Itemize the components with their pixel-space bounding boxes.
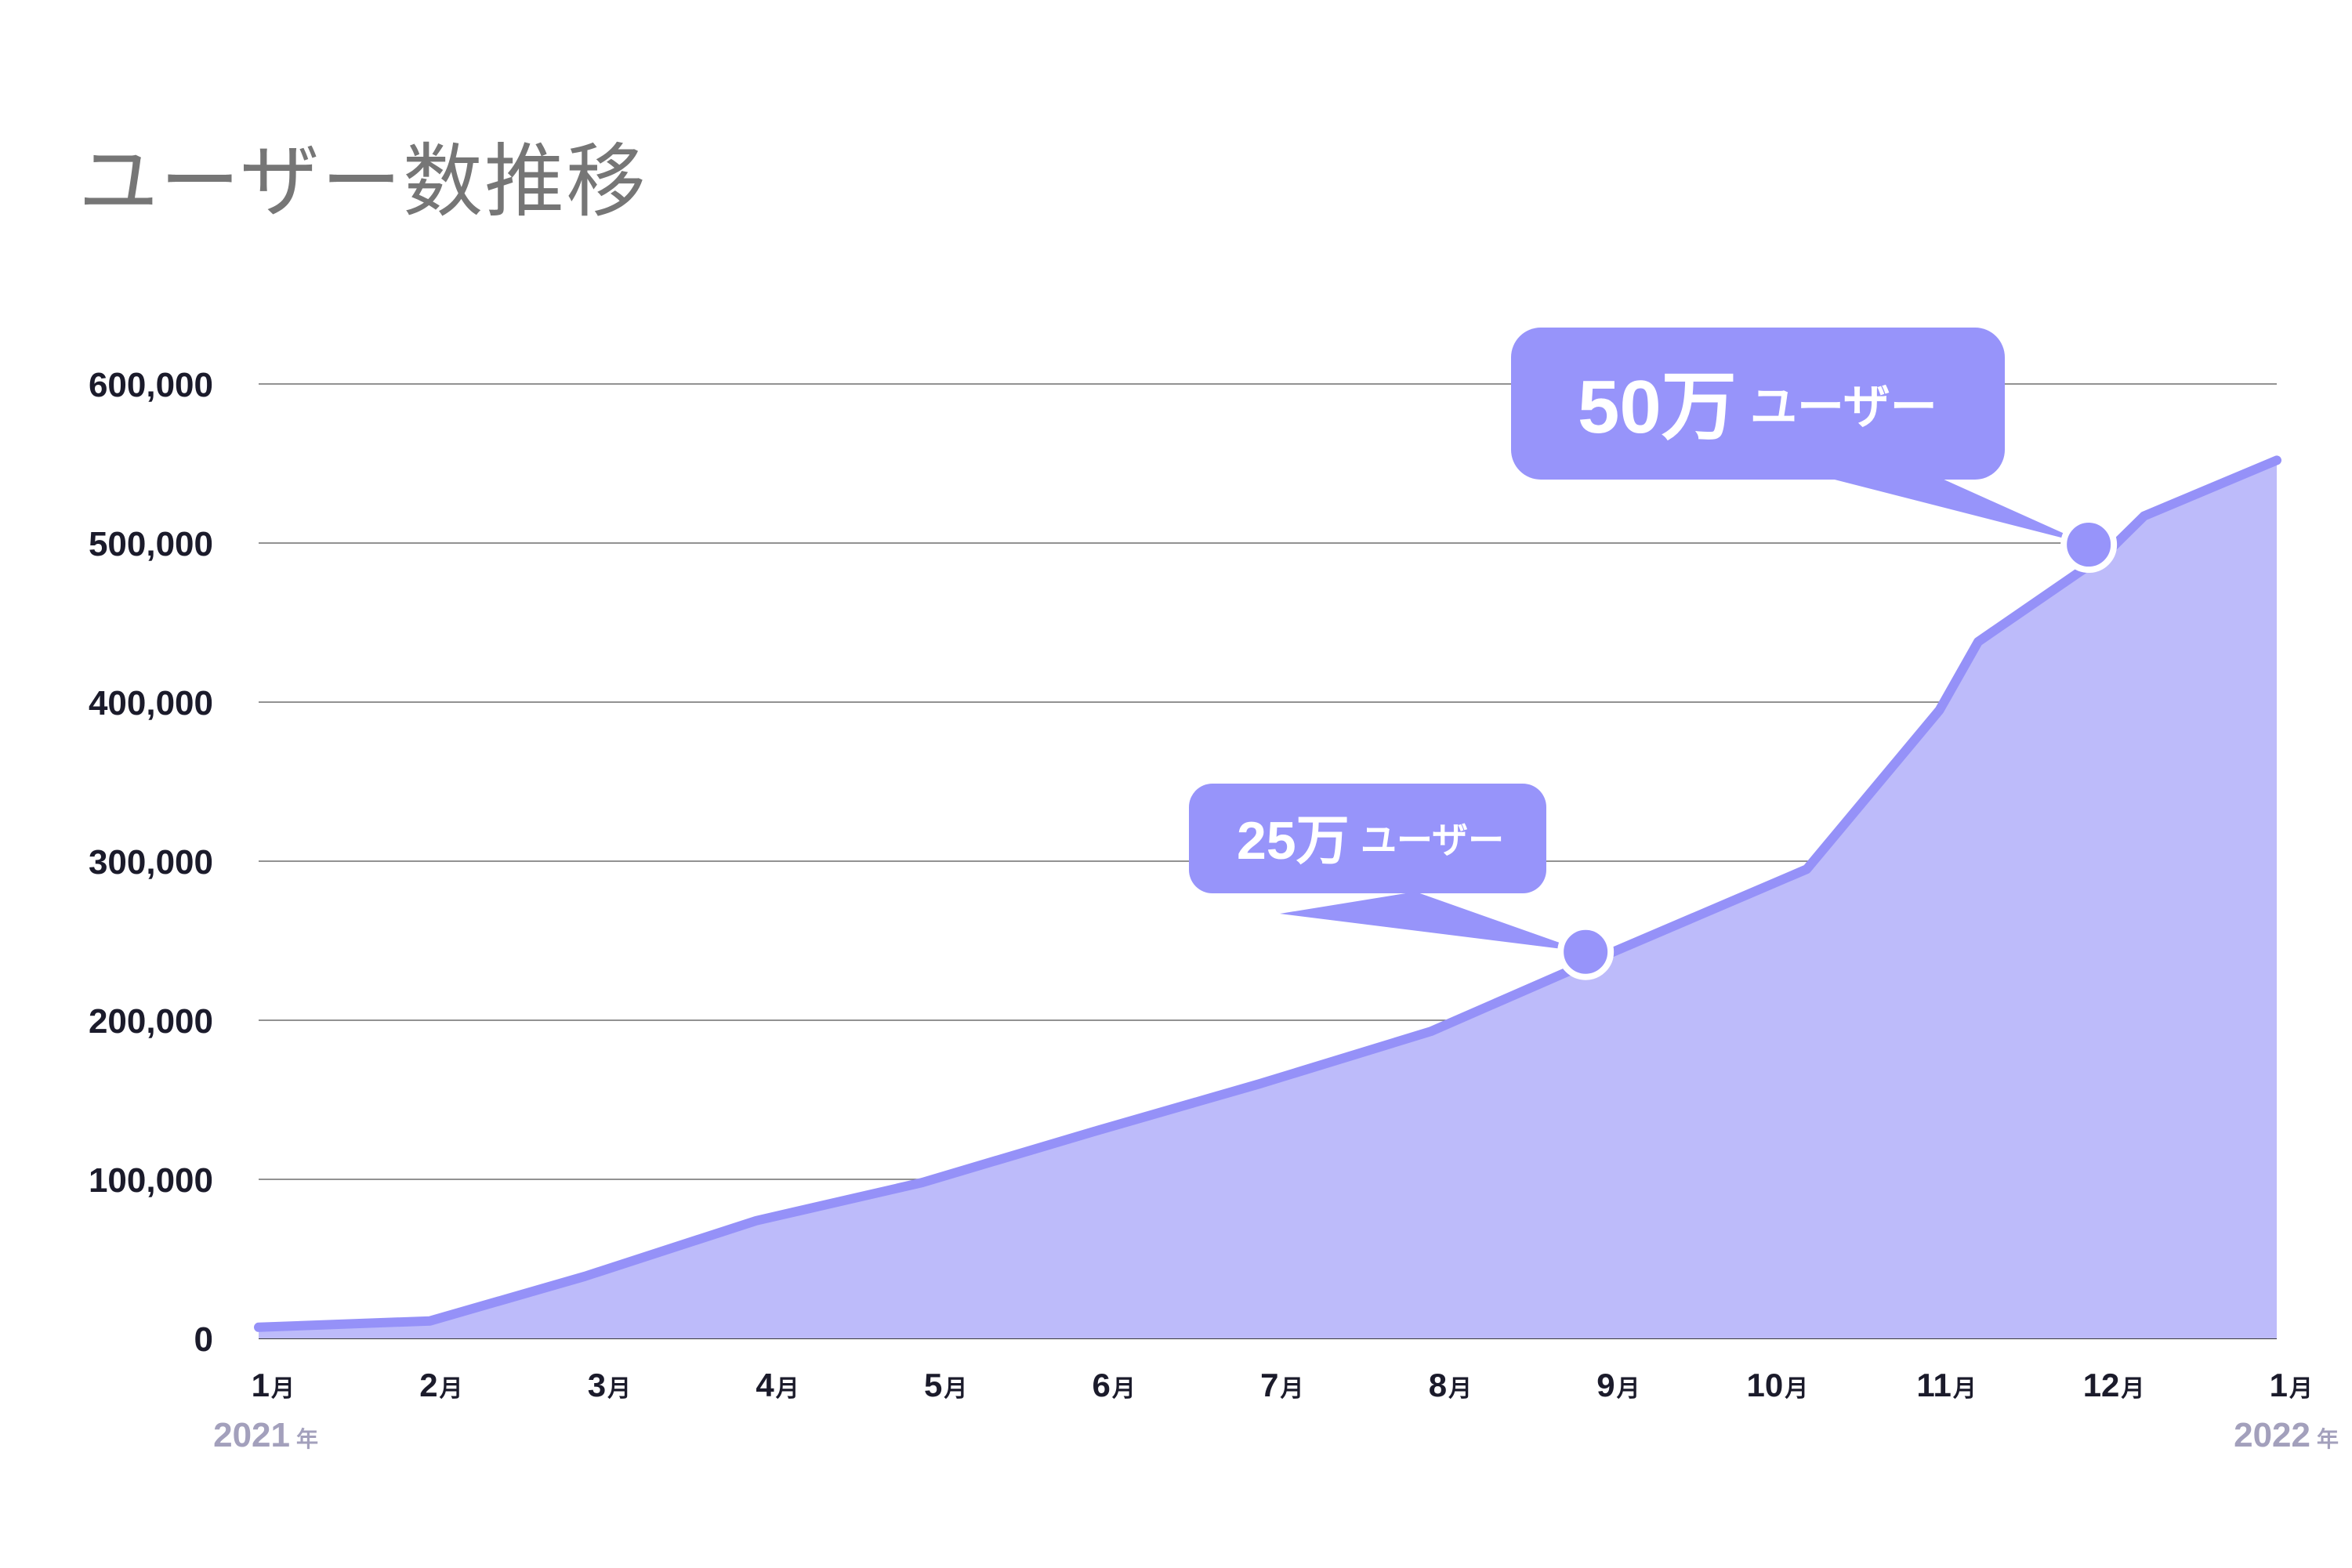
callout-box <box>1511 328 2005 480</box>
y-tick-label: 200,000 <box>89 1002 213 1041</box>
x-tick-number: 10 <box>1747 1367 1784 1403</box>
y-tick-label: 0 <box>194 1320 213 1359</box>
chart-title: ユーザー数推移 <box>78 136 647 229</box>
x-tick-number: 7 <box>1260 1367 1278 1403</box>
callout-text: ユーザー <box>1750 380 1937 435</box>
callout-pointer <box>1828 478 2089 545</box>
callout: 25万 ユーザー <box>1189 784 1615 980</box>
x-tick-unit: 月 <box>1112 1375 1136 1403</box>
year-unit: 年 <box>296 1426 318 1452</box>
x-tick-unit: 月 <box>944 1375 967 1403</box>
x-tick-unit: 月 <box>1617 1375 1640 1403</box>
x-tick-number: 3 <box>588 1367 606 1403</box>
x-tick-number: 12 <box>2083 1367 2120 1403</box>
callout-box <box>1189 784 1546 893</box>
x-tick-number: 9 <box>1596 1367 1615 1403</box>
axis-labels: 0 100,000 200,000 300,000 400,000 500,000 600,… <box>89 366 2339 1454</box>
x-tick-unit: 月 <box>1281 1375 1304 1403</box>
x-tick-label: 10 月 <box>1747 1367 1809 1403</box>
year-label: 2021 年 <box>213 1416 318 1454</box>
x-tick-number: 6 <box>1093 1367 1111 1403</box>
x-tick-number: 1 <box>252 1367 270 1403</box>
year-number: 2022 <box>2234 1416 2310 1454</box>
callout-text: ユーザー <box>1361 819 1504 861</box>
callout-marker <box>1557 923 1615 980</box>
x-tick-unit: 月 <box>440 1375 463 1403</box>
year-label: 2022 年 <box>2234 1416 2339 1454</box>
x-tick-unit: 月 <box>1785 1375 1808 1403</box>
x-tick-unit: 月 <box>1448 1375 1472 1403</box>
year-unit: 年 <box>2317 1426 2339 1452</box>
x-tick-number: 2 <box>419 1367 437 1403</box>
x-tick-unit: 月 <box>271 1375 295 1403</box>
callout-marker <box>2060 516 2118 574</box>
x-tick-unit: 月 <box>776 1375 799 1403</box>
callout-pointer <box>1280 892 1586 952</box>
callout: 50万 ユーザー <box>1511 328 2118 574</box>
x-tick-label: 12 月 <box>2083 1367 2145 1403</box>
y-tick-label: 400,000 <box>89 684 213 722</box>
area-layer <box>254 455 2281 1338</box>
x-tick-number: 11 <box>1916 1367 1951 1403</box>
y-tick-label: 100,000 <box>89 1161 213 1200</box>
callout-number: 25万 <box>1237 811 1350 871</box>
year-number: 2021 <box>213 1416 290 1454</box>
y-tick-label: 300,000 <box>89 843 213 882</box>
x-tick-unit: 月 <box>607 1375 631 1403</box>
series-line <box>254 455 2281 1332</box>
x-tick-unit: 月 <box>2289 1375 2313 1403</box>
y-tick-label: 500,000 <box>89 525 213 563</box>
x-tick-number: 8 <box>1429 1367 1447 1403</box>
x-tick-unit: 月 <box>1953 1375 1977 1403</box>
y-tick-label: 600,000 <box>89 366 213 404</box>
x-tick-number: 4 <box>756 1367 774 1403</box>
x-tick-number: 1 <box>2270 1367 2288 1403</box>
x-tick-unit: 月 <box>2121 1375 2144 1403</box>
area-fill <box>259 460 2277 1338</box>
x-tick-label: 11 月 <box>1916 1367 1976 1403</box>
x-tick-number: 5 <box>924 1367 942 1403</box>
callout-number: 50万 <box>1578 365 1737 449</box>
